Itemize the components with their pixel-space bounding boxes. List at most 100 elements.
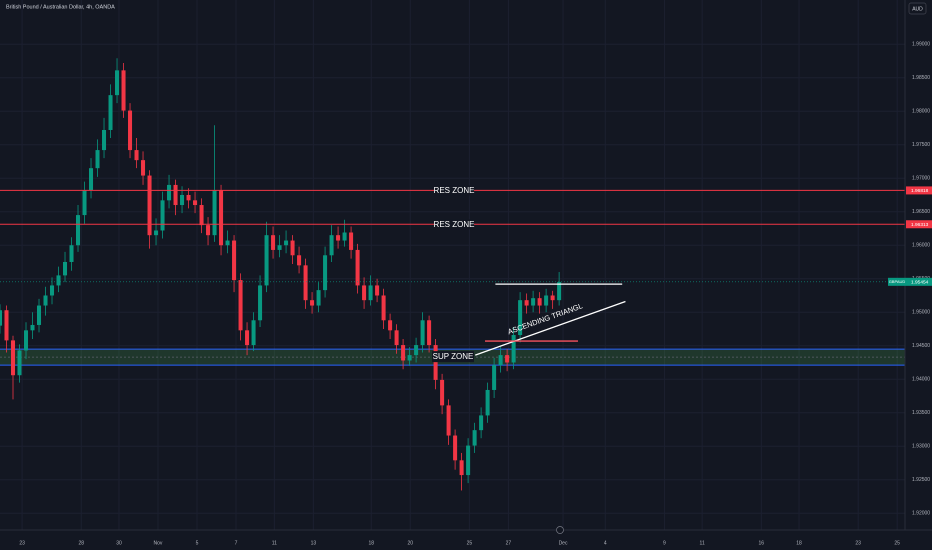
price-tag [906, 220, 932, 229]
x-tick-label: 27 [506, 540, 512, 546]
candle-body [518, 300, 523, 336]
x-tick-label: 16 [759, 540, 765, 546]
candle-body [440, 379, 445, 406]
y-tick-label: 1.98000 [912, 109, 930, 115]
currency-label[interactable]: AUD [912, 6, 923, 12]
trendline [475, 300, 626, 356]
y-tick-label: 1.92000 [912, 511, 930, 517]
candle-body [381, 295, 386, 321]
label-bg [432, 351, 474, 363]
candle-body [511, 335, 516, 363]
candle-body [95, 150, 100, 169]
candle-body [251, 320, 256, 346]
candle-body [134, 150, 139, 161]
symbol-tag-label: GBPAUD [889, 279, 906, 284]
currency-button[interactable] [908, 2, 927, 15]
candle-body [219, 190, 224, 246]
candle-body [290, 240, 295, 256]
x-tick-label: 4 [604, 540, 607, 546]
candle-body [173, 184, 178, 206]
y-tick-label: 1.94500 [912, 343, 930, 349]
candle-body [160, 200, 165, 231]
candle-body [297, 255, 302, 266]
candle-body [108, 95, 113, 130]
candle-body [433, 345, 438, 380]
candle-body [492, 365, 497, 390]
x-tick-label: 23 [19, 540, 25, 546]
candle-body [147, 175, 152, 236]
x-tick-label: 30 [116, 540, 122, 546]
candle-body [212, 190, 217, 236]
chart-title: British Pound / Australian Dollar, 4h, O… [6, 4, 115, 10]
timezone-icon[interactable] [556, 526, 564, 534]
candle-body [414, 345, 419, 356]
candle-body [453, 435, 458, 461]
candle-body [498, 355, 503, 366]
candle-body [167, 184, 172, 201]
candle-body [245, 330, 250, 346]
candle-body [206, 225, 211, 236]
y-tick-label: 1.97500 [912, 142, 930, 148]
y-tick-label: 1.96000 [912, 243, 930, 249]
candles [0, 58, 562, 491]
price-tag-label: 1.95454 [911, 279, 929, 285]
resistance-label: RES ZONE [434, 186, 475, 195]
x-tick-label: 18 [368, 540, 374, 546]
axes: 1.99000 1.98500 1.98000 1.97500 1.97000 1.965… [19, 42, 932, 546]
candle-body [284, 240, 289, 246]
candle-body [56, 275, 61, 286]
candle-body [141, 160, 146, 176]
x-tick-label: 20 [407, 540, 413, 546]
x-tick-label: 28 [78, 540, 84, 546]
candle-body [199, 205, 204, 226]
y-tick-label: 1.92500 [912, 477, 930, 483]
x-tick-label: 25 [467, 540, 473, 546]
candle-body [407, 355, 412, 361]
candle-body [102, 129, 107, 151]
candle-body [349, 232, 354, 250]
candle-body [4, 310, 9, 341]
y-tick-label: 1.97000 [912, 176, 930, 182]
y-tick-label: 1.93000 [912, 444, 930, 450]
candle-body [329, 235, 334, 256]
x-tick-label: 18 [796, 540, 802, 546]
y-tick-label: 1.96500 [912, 209, 930, 215]
candle-body [30, 324, 35, 331]
candle-body [43, 295, 48, 306]
candle-body [531, 298, 536, 306]
candle-body [394, 330, 399, 346]
candle-body [128, 110, 133, 151]
candle-body [49, 285, 55, 296]
y-tick-label: 1.98500 [912, 75, 930, 81]
candle-body [10, 340, 16, 376]
y-tick-label: 1.95000 [912, 310, 930, 316]
x-tick-label: 11 [700, 540, 705, 546]
x-tick-label: 9 [663, 540, 666, 546]
candle-body [258, 285, 263, 321]
price-tag [906, 186, 932, 195]
candle-body [115, 70, 120, 96]
price-tag [906, 277, 932, 286]
candle-body [537, 298, 542, 306]
candle-body [154, 230, 159, 236]
candle-body [368, 285, 373, 301]
x-tick-label: Nov [154, 540, 163, 546]
candle-body [485, 389, 490, 416]
candle-body [303, 265, 308, 301]
candle-body [323, 255, 328, 291]
candle-body [264, 235, 269, 286]
support-label: SUP ZONE [433, 352, 474, 361]
x-tick-label: 25 [894, 540, 900, 546]
candle-body [505, 355, 510, 363]
candle-body [446, 405, 451, 436]
candle-body [23, 330, 29, 351]
x-tick-label: 5 [196, 540, 199, 546]
candle-body [388, 320, 393, 331]
y-tick-label: 1.93500 [912, 410, 930, 416]
candle-body [232, 240, 237, 281]
candle-body [427, 320, 432, 346]
price-tag-label: 1.96313 [911, 222, 929, 228]
